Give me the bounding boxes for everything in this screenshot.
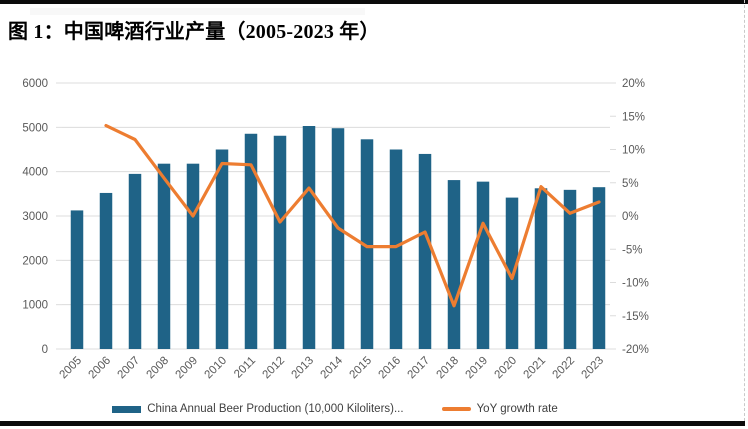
left-axis-tick-label: 4000	[22, 167, 48, 179]
production-bar	[592, 187, 606, 349]
x-axis-year-label: 2021	[522, 355, 549, 382]
faint-header-remnant	[30, 8, 365, 15]
yoy-growth-line	[104, 123, 601, 308]
x-axis-year-label: 2011	[232, 355, 258, 381]
x-axis-year-label: 2007	[116, 355, 143, 382]
beer-production-combo-chart: 0 1000 2000 3000 4000 5000 6000 -20% -15% -10% -5%…	[22, 78, 649, 382]
x-axis-year-label: 2022	[551, 355, 578, 382]
x-axis-year-label: 2016	[377, 355, 404, 382]
x-axis-year-label: 2006	[87, 355, 114, 382]
x-axis-year-label: 2012	[261, 355, 288, 382]
x-axis-year-label: 2014	[319, 354, 346, 381]
production-bar	[476, 181, 490, 349]
x-axis-year-label: 2023	[580, 355, 607, 382]
right-axis-tick-label: 0%	[622, 211, 639, 223]
chart-legend: China Annual Beer Production (10,000 Kil…	[0, 401, 670, 417]
top-divider-rule	[0, 0, 748, 4]
production-bar	[360, 139, 374, 349]
production-bar	[447, 180, 461, 349]
production-bar	[70, 210, 84, 349]
right-axis-tick-label: 20%	[622, 78, 645, 90]
legend-item-growth: YoY growth rate	[441, 403, 558, 415]
x-axis-year-label: 2020	[493, 355, 520, 382]
production-bar	[186, 163, 200, 349]
x-axis-year-label: 2010	[203, 355, 230, 382]
left-axis-tick-label: 3000	[22, 211, 48, 223]
production-bar	[244, 133, 258, 349]
production-bar	[99, 192, 113, 349]
right-axis-tick-label: 10%	[622, 145, 645, 157]
x-axis-year-label: 2009	[174, 355, 201, 382]
x-axis-year-label: 2018	[435, 355, 462, 382]
production-bar	[331, 128, 345, 349]
production-bar	[534, 188, 548, 349]
bottom-divider-rule	[0, 421, 745, 426]
x-axis-year-label: 2015	[348, 355, 375, 382]
production-bar	[418, 153, 432, 349]
left-axis-tick-label: 2000	[22, 255, 48, 267]
production-bar	[389, 149, 403, 349]
line-series-swatch	[441, 407, 471, 411]
x-axis-year-label: 2019	[464, 355, 491, 382]
production-bar	[128, 173, 142, 349]
left-axis-tick-label: 0	[42, 344, 48, 356]
left-axis-tick-label: 5000	[22, 122, 48, 134]
page-right-dashed-border	[744, 0, 745, 421]
right-axis-tick-label: -15%	[622, 311, 649, 323]
production-bar	[273, 135, 287, 349]
right-axis-tick-label: -5%	[622, 244, 642, 256]
x-axis-year-label: 2008	[145, 355, 172, 382]
right-axis-tick-label: -10%	[622, 278, 649, 290]
figure-title: 图 1：中国啤酒行业产量（2005-2023 年）	[8, 21, 380, 43]
x-axis-year-label: 2005	[58, 355, 85, 382]
x-axis-year-label: 2013	[290, 355, 317, 382]
production-bar	[563, 189, 577, 349]
production-bar	[302, 126, 316, 350]
legend-item-production: China Annual Beer Production (10,000 Kil…	[112, 403, 404, 415]
right-axis-tick-label: 15%	[622, 111, 645, 123]
line-series-label: YoY growth rate	[476, 403, 558, 415]
right-axis-tick-label: -20%	[622, 344, 649, 356]
production-bar	[157, 163, 171, 349]
bar-series-swatch	[112, 405, 142, 413]
x-axis-year-label: 2017	[406, 355, 433, 382]
production-bar	[215, 149, 229, 349]
right-axis-tick-label: 5%	[622, 178, 639, 190]
bar-series-label: China Annual Beer Production (10,000 Kil…	[147, 403, 404, 415]
left-axis-tick-label: 6000	[22, 78, 48, 90]
left-axis-tick-label: 1000	[22, 300, 48, 312]
